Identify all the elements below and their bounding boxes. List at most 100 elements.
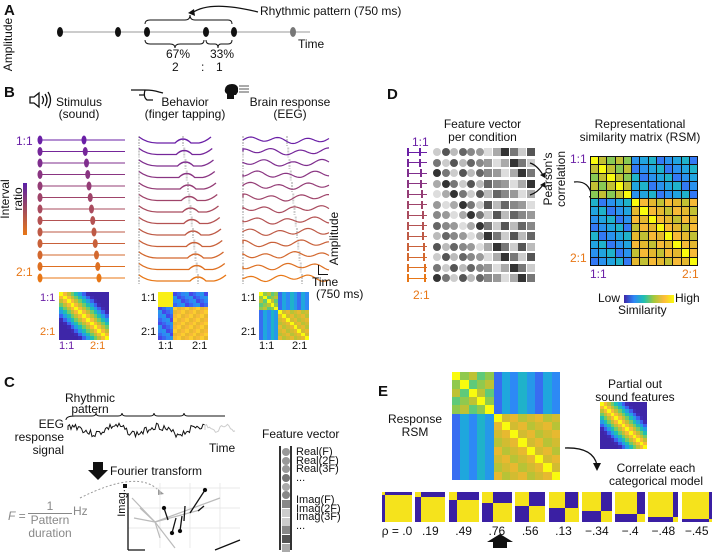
matrix-cell [97,321,102,326]
stimulus-pulse [95,262,101,271]
matrix-cell [59,306,63,311]
model-block-top-right [564,492,579,509]
rhythm-line [407,162,427,163]
matrix-cell [610,420,615,424]
matrix-cell [301,332,306,337]
matrix-cell [643,412,647,417]
matrix-cell [97,328,102,333]
matrix-cell [656,157,665,165]
matrix-cell [274,310,279,315]
matrix-cell [270,303,275,307]
feature-square [518,263,526,272]
feature-square [281,517,290,526]
condition-row [37,158,330,169]
matrix-cell [600,434,604,439]
feature-circle [450,263,458,272]
matrix-cell [452,405,461,414]
matrix-cell [85,303,90,307]
matrix-cell [460,405,469,414]
matrix-cell [62,292,67,296]
matrix-cell [259,332,263,337]
matrix-cell [526,372,536,381]
matrix-cell [74,295,79,300]
matrix-cell [639,434,644,439]
stimulus-pulse [37,239,43,248]
matrix-cell [165,295,170,300]
matrix-cell [59,310,63,315]
matrix-cell [632,430,637,435]
matrix-cell [78,336,83,340]
feature-square [518,148,526,156]
rhythm-line [407,246,427,247]
feature-circle [281,465,290,474]
matrix-cell [274,306,279,311]
matrix-cell [85,332,90,337]
condition-row [407,158,537,167]
matrix-cell [78,295,83,300]
matrix-cell [681,198,689,207]
feature-square [484,242,492,251]
matrix-cell [70,317,75,322]
matrix-cell [625,409,629,413]
matrix-cell [485,396,494,406]
matrix-cell [673,224,681,232]
model-rho-label: .76 [488,524,506,538]
matrix-cell [618,402,622,406]
matrix-cell [270,299,275,304]
condition-row [37,250,330,261]
stimulus-pulse [87,193,93,202]
matrix-cell [93,325,98,329]
matrix-cell [305,332,309,337]
matrix-cell [282,332,286,337]
eeg-trace [242,158,330,167]
matrix-cell [184,314,189,318]
matrix-cell [614,427,619,431]
condition-row [37,170,330,181]
matrix-cell [543,405,552,414]
feature-square [484,190,492,198]
stimulus-pulse [37,181,43,191]
behavior-subtitle: (finger tapping) [144,107,226,121]
partial-out-text: Partial out [607,377,663,391]
matrix-cell [177,321,182,326]
matrix-cell [200,303,205,307]
matrix-cell [305,317,309,322]
matrix-cell [105,328,109,333]
matrix-cell [278,295,283,300]
matrix-cell [689,198,697,207]
matrix-cell [289,332,294,337]
behavior-trace [138,251,224,259]
matrix-cell [639,416,644,421]
matrix-cell [66,325,71,329]
matrix-cell [607,224,615,232]
matrix-cell [452,455,461,464]
feature-circle [467,263,475,272]
matrix-cell [600,445,604,449]
matrix-cell [196,306,201,311]
matrix-cell [285,295,290,300]
matrix-cell [607,207,615,215]
matrix-cell [200,336,205,340]
rhythm-line [407,235,427,237]
matrix-cell [452,463,461,472]
rhythm-line [407,172,427,174]
matrix-cell [165,314,170,318]
model-block-top-right [492,492,512,503]
matrix-cell [97,299,102,304]
matrix-cell [165,325,170,329]
eeg-trace [242,170,330,179]
feature-circle [475,148,484,156]
matrix-cell [526,471,536,480]
matrix-cell [59,332,63,337]
behavior-trace [138,205,219,213]
matrix-cell [305,321,309,326]
matrix-cell [285,314,290,318]
matrix-cell [266,303,271,307]
matrix-cell [493,380,502,389]
matrix-cell [89,292,94,296]
ratio-sep: : [201,60,205,74]
matrix-cell [551,438,560,447]
legend-title: Similarity [618,303,667,317]
matrix-cell [518,413,527,422]
stimulus-pulse [86,181,92,191]
